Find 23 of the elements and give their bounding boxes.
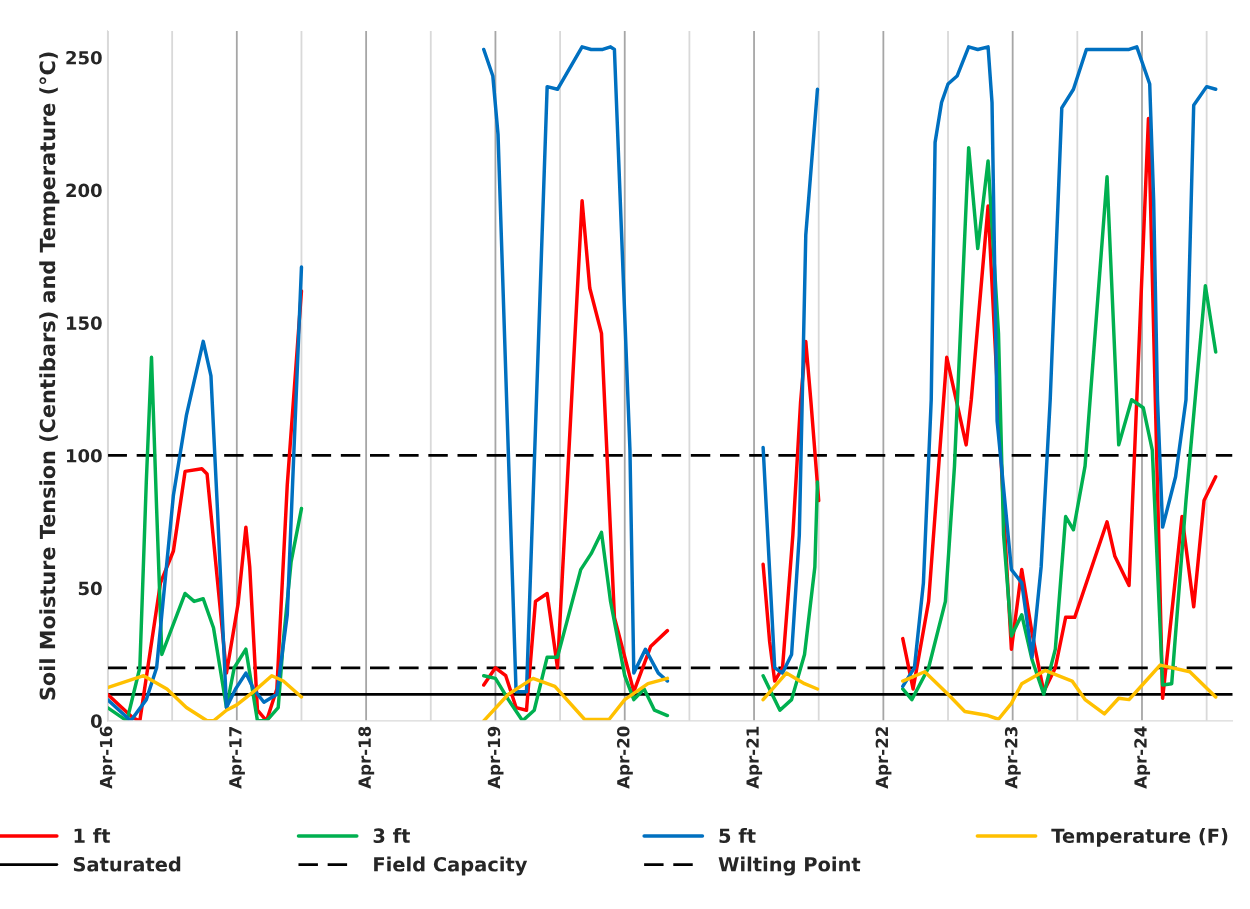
y-tick-label: 100 xyxy=(66,448,102,463)
legend-label: 3 ft xyxy=(373,828,410,844)
x-tick-label: Apr-24 xyxy=(1134,726,1151,789)
legend-label: Field Capacity xyxy=(374,856,528,876)
legend-label: Temperature (F) xyxy=(1051,828,1228,847)
x-tick-label: Apr-19 xyxy=(487,726,504,789)
y-tick-label: 150 xyxy=(66,316,102,330)
legend-label: 1 ft xyxy=(74,828,111,843)
y-tick-label: 250 xyxy=(66,50,102,65)
y-tick-label: 0 xyxy=(90,714,102,728)
legend-label: 5 ft xyxy=(719,828,756,844)
y-axis-title: Soil Moisture Tension (Centibars) and Temperature (°C) xyxy=(39,52,60,700)
legend-label: Wilting Point xyxy=(718,856,861,876)
x-tick-label: Apr-16 xyxy=(99,726,116,789)
legend-label: Saturated xyxy=(73,856,181,872)
x-tick-label: Apr-20 xyxy=(616,726,633,789)
x-tick-label: Apr-22 xyxy=(875,727,892,789)
y-tick-label: 200 xyxy=(66,183,102,198)
x-tick-label: Apr-18 xyxy=(358,726,375,789)
x-tick-label: Apr-23 xyxy=(1004,727,1021,789)
x-tick-label: Apr-17 xyxy=(229,727,245,789)
x-tick-label: Apr-21 xyxy=(746,726,763,789)
y-tick-label: 50 xyxy=(78,581,102,596)
